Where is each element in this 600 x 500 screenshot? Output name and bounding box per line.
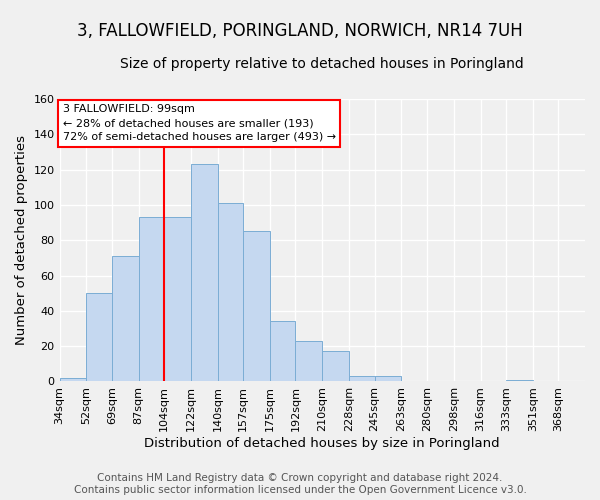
Y-axis label: Number of detached properties: Number of detached properties <box>15 136 28 346</box>
Bar <box>191 164 218 382</box>
Title: Size of property relative to detached houses in Poringland: Size of property relative to detached ho… <box>121 58 524 71</box>
Text: Contains HM Land Registry data © Crown copyright and database right 2024.
Contai: Contains HM Land Registry data © Crown c… <box>74 474 526 495</box>
Bar <box>506 380 533 382</box>
Bar <box>59 378 86 382</box>
Bar <box>295 341 322 382</box>
Text: 3 FALLOWFIELD: 99sqm
← 28% of detached houses are smaller (193)
72% of semi-deta: 3 FALLOWFIELD: 99sqm ← 28% of detached h… <box>62 104 335 142</box>
Bar <box>164 218 191 382</box>
X-axis label: Distribution of detached houses by size in Poringland: Distribution of detached houses by size … <box>145 437 500 450</box>
Bar <box>86 293 112 382</box>
Bar <box>218 203 243 382</box>
Bar <box>322 352 349 382</box>
Bar <box>374 376 401 382</box>
Bar <box>139 218 164 382</box>
Bar <box>243 232 270 382</box>
Bar <box>270 322 295 382</box>
Bar <box>112 256 139 382</box>
Text: 3, FALLOWFIELD, PORINGLAND, NORWICH, NR14 7UH: 3, FALLOWFIELD, PORINGLAND, NORWICH, NR1… <box>77 22 523 40</box>
Bar <box>349 376 374 382</box>
